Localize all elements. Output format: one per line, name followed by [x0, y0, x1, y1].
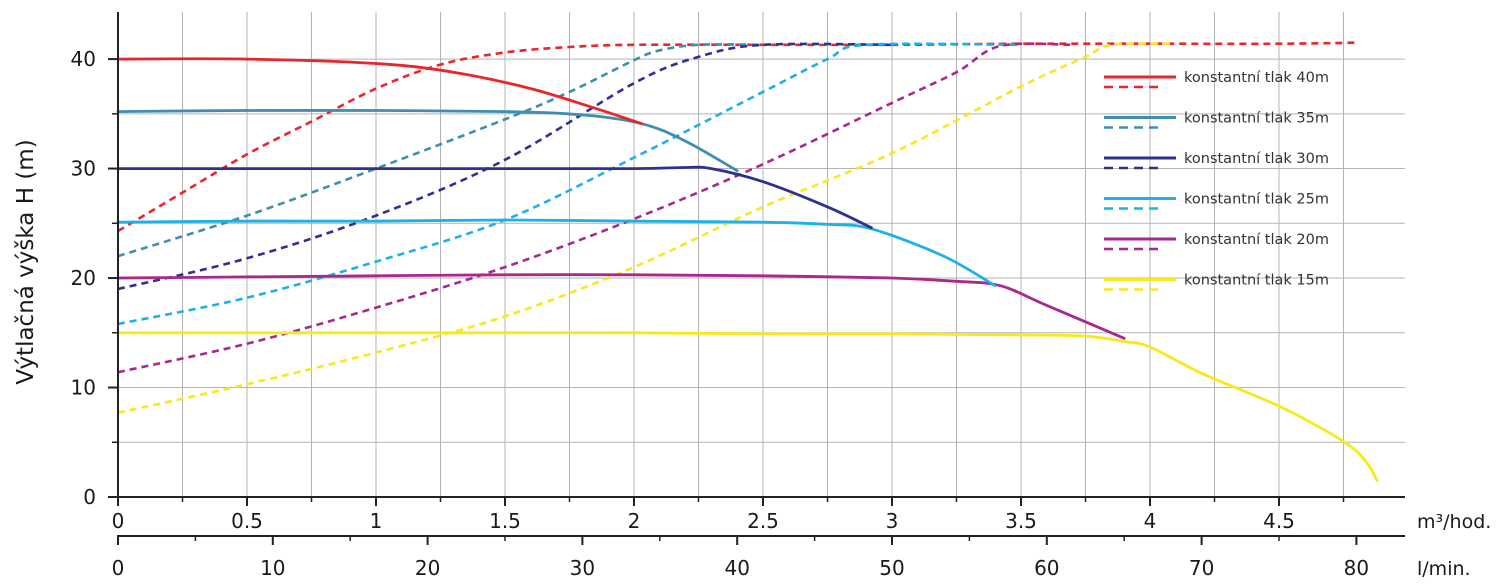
series-solid-5	[116, 273, 1126, 340]
y-tick-label: 30	[71, 157, 96, 181]
y-axis-title: Výtlačná výška H (m)	[13, 139, 39, 384]
y-tick-label: 20	[71, 266, 96, 290]
x-tick-label-m3: 3	[886, 509, 899, 533]
x-tick-label-lpm: 20	[415, 556, 440, 580]
series-solid-3	[116, 165, 873, 230]
x-tick-label-m3: 3.5	[1005, 509, 1037, 533]
x-unit-m3: m³/hod.	[1417, 511, 1491, 533]
series-layer	[116, 41, 1379, 482]
series-dashed-5	[117, 42, 1073, 374]
legend-entry-label: konstantní tlak 25m	[1184, 192, 1329, 208]
x-tick-label-m3: 2	[628, 509, 641, 533]
x-tick-label-lpm: 60	[1034, 556, 1059, 580]
series-solid-1	[116, 57, 644, 126]
series-solid-2	[116, 109, 739, 173]
x-tick-label-m3: 2.5	[747, 509, 779, 533]
legend-entry-label: konstantní tlak 30m	[1184, 151, 1329, 167]
x-tick-label-lpm: 40	[724, 556, 749, 580]
series-dashed-2	[117, 43, 764, 258]
x-tick-label-m3: 1.5	[489, 509, 521, 533]
y-tick-label: 40	[71, 47, 96, 71]
series-solid-4	[116, 218, 997, 288]
x-tick-label-lpm: 10	[260, 556, 285, 580]
x-tick-label-m3: 1	[370, 509, 383, 533]
legend: konstantní tlak 40m konstantní tlak 35m ko…	[1104, 70, 1329, 291]
y-tick-label: 10	[71, 376, 96, 400]
y-tick-label: 0	[83, 485, 96, 509]
legend-entry-label: konstantní tlak 35m	[1184, 111, 1329, 127]
x-tick-label-m3: 4	[1144, 509, 1157, 533]
series-dashed-1	[117, 41, 1357, 233]
x-tick-label-m3: 0	[112, 509, 125, 533]
series-solid-6	[116, 331, 1379, 482]
x-tick-label-m3: 0.5	[231, 509, 263, 533]
legend-entry-label: konstantní tlak 15m	[1184, 273, 1329, 289]
x-tick-label-m3: 4.5	[1263, 509, 1295, 533]
x-tick-label-lpm: 50	[879, 556, 904, 580]
legend-entry-label: konstantní tlak 20m	[1184, 232, 1329, 248]
x-tick-label-lpm: 30	[570, 556, 595, 580]
series-dashed-3	[117, 42, 893, 291]
series-dashed-6	[117, 42, 1176, 414]
x-unit-lpm: l/min.	[1417, 558, 1471, 580]
x-tick-label-lpm: 80	[1344, 556, 1369, 580]
x-tick-label-lpm: 0	[112, 556, 125, 580]
legend-entry-label: konstantní tlak 40m	[1184, 70, 1329, 86]
x-tick-label-lpm: 70	[1189, 556, 1214, 580]
